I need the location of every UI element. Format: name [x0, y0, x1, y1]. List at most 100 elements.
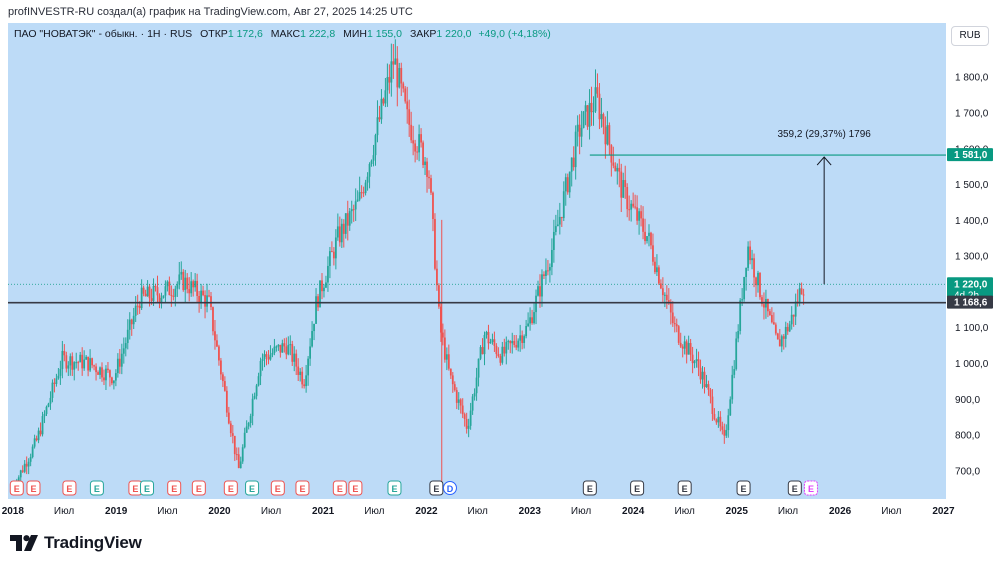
candle-body [170, 294, 173, 296]
candle-body [93, 365, 95, 367]
time-axis[interactable] [8, 499, 1000, 521]
candle-body [616, 167, 619, 172]
support-price-label: 1 168,6 [954, 298, 988, 309]
candle-body [721, 426, 724, 430]
candle-body [114, 373, 117, 381]
candle-body [372, 155, 375, 161]
measure-arrow-head [816, 156, 832, 166]
candle-body [681, 346, 684, 349]
candle-body [763, 304, 765, 308]
candle-body [233, 435, 236, 455]
candle-body [646, 236, 648, 242]
candle-body [784, 326, 787, 339]
candle-body [654, 261, 656, 273]
tradingview-logo[interactable]: TradingView [10, 533, 142, 553]
event-marker-label: E [249, 484, 255, 494]
event-marker-label: E [132, 484, 138, 494]
candle-body [661, 288, 664, 296]
time-tick-label: 2018 [2, 506, 25, 517]
candle-body [253, 396, 256, 399]
candle-body [192, 281, 195, 288]
candle-body [592, 111, 595, 113]
candle-body [162, 295, 165, 298]
time-tick-label: Июл [881, 506, 901, 517]
candle-body [317, 296, 319, 308]
currency-button[interactable]: RUB [951, 26, 989, 46]
candle-body [85, 356, 88, 360]
interval-label[interactable]: 1Н [147, 28, 161, 40]
symbol-name[interactable]: ПАО "НОВАТЭК" - обыкн. [14, 28, 138, 40]
candle-body [671, 312, 674, 323]
earnings-event-marker [677, 480, 692, 496]
candle-body [733, 369, 736, 375]
candle-body [650, 232, 652, 246]
candle-body [626, 187, 629, 210]
candle-body [334, 237, 337, 259]
chart-plot-area[interactable] [8, 23, 946, 499]
candle-body [370, 160, 373, 164]
current-price-label: 1 220,0 [954, 279, 988, 290]
candle-body [348, 211, 351, 226]
candle-body [186, 277, 189, 290]
candle-body [598, 93, 601, 120]
candle-body [545, 270, 547, 276]
candle-body [378, 117, 381, 120]
candle-body [356, 199, 359, 202]
candle-body [118, 358, 121, 367]
candle-body [614, 165, 617, 172]
candle-body [120, 353, 123, 367]
candle-body [152, 286, 155, 301]
candles [11, 39, 805, 493]
candle-body [122, 348, 125, 354]
candle-body [695, 359, 698, 362]
candle-body [735, 338, 738, 370]
candle-body [33, 438, 36, 447]
candle-body [184, 277, 187, 291]
time-tick-label: Июл [675, 506, 695, 517]
candle-body [279, 344, 282, 353]
candle-body [27, 461, 30, 467]
candle-body [620, 171, 623, 198]
candle-body [156, 287, 159, 296]
candle-body [136, 305, 139, 307]
event-marker-label: E [352, 484, 358, 494]
candle-body [293, 353, 296, 362]
candle-body [307, 358, 310, 376]
candle-body [669, 301, 672, 313]
candle-body [521, 335, 524, 343]
price-tick-label: 900,0 [955, 395, 980, 406]
symbol-legend: ПАО "НОВАТЭК" - обыкн. · 1Н · RUS ОТКР1 172,… [14, 28, 551, 40]
candle-body [398, 67, 401, 88]
candle-body [19, 470, 22, 478]
low-label: МИН [343, 28, 367, 40]
candle-body [705, 384, 708, 388]
event-marker-label: E [144, 484, 150, 494]
candle-body [640, 211, 642, 219]
candle-body [420, 134, 422, 143]
candle-body [21, 470, 24, 472]
candle-body [394, 58, 397, 65]
candle-body [271, 352, 274, 355]
candle-body [75, 362, 78, 364]
candle-body [503, 346, 506, 354]
earnings-event-marker [332, 480, 347, 496]
candle-body [384, 90, 387, 104]
candle-body [380, 98, 383, 120]
candle-body [788, 324, 791, 332]
candle-body [636, 207, 639, 221]
candle-body [751, 258, 753, 261]
earnings-event-marker [140, 480, 155, 496]
resistance-price-label-bg [947, 148, 993, 162]
candle-body [525, 326, 528, 337]
candle-body [572, 157, 575, 168]
candle-body [713, 413, 716, 420]
time-tick-label: Июл [261, 506, 281, 517]
candle-body [63, 350, 66, 356]
price-axis[interactable] [946, 23, 1000, 499]
event-marker-label: E [30, 484, 36, 494]
time-tick-label: 2024 [622, 506, 645, 517]
candle-body [554, 226, 557, 232]
candle-body [578, 124, 581, 137]
earnings-event-marker [270, 480, 285, 496]
